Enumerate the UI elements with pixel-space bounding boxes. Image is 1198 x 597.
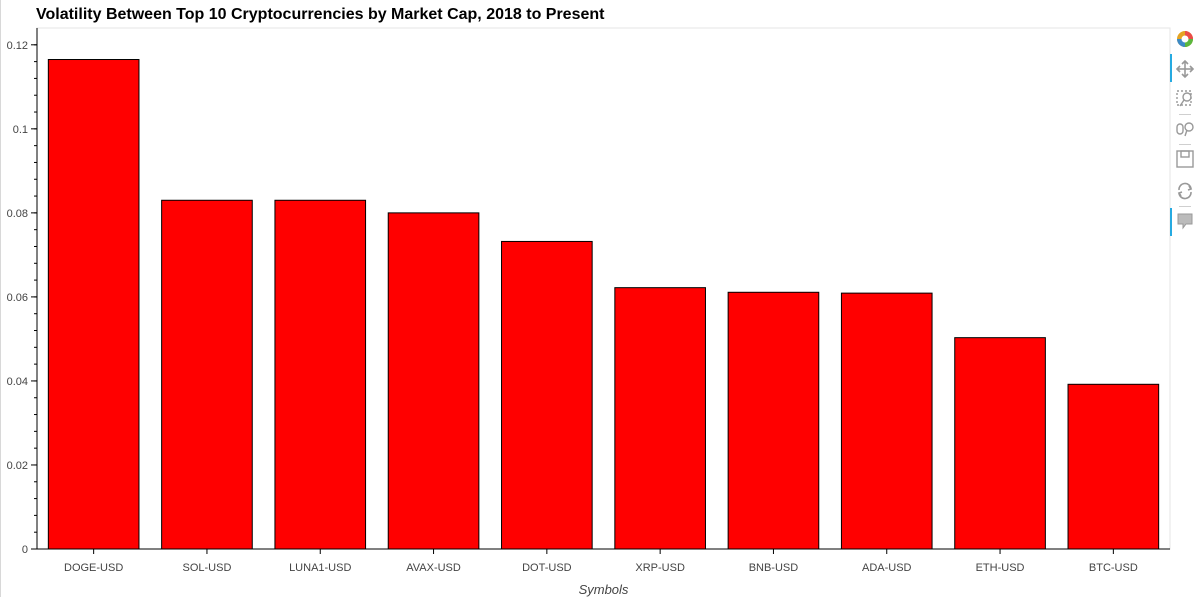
x-tick-label: DOT-USD	[522, 562, 572, 574]
pan-icon[interactable]	[1174, 58, 1196, 80]
reset-icon[interactable]	[1174, 180, 1196, 202]
bokeh-logo-icon[interactable]	[1174, 28, 1196, 50]
bar	[274, 199, 367, 550]
y-tick-label: 0.08	[7, 208, 28, 220]
x-tick-label: AVAX-USD	[406, 562, 461, 574]
hover-icon[interactable]	[1174, 210, 1196, 232]
bar	[387, 212, 480, 550]
toolbar-separator	[1179, 206, 1191, 207]
y-tick-label: 0	[22, 544, 28, 556]
x-tick-label: BTC-USD	[1089, 562, 1138, 574]
x-tick-label: SOL-USD	[182, 562, 231, 574]
pan-active-indicator	[1170, 54, 1172, 82]
box-zoom-icon[interactable]	[1174, 88, 1196, 110]
x-tick-label: DOGE-USD	[64, 562, 123, 574]
bar	[840, 292, 933, 550]
bar	[614, 287, 706, 550]
toolbar-separator	[1179, 114, 1191, 115]
save-icon[interactable]	[1174, 148, 1196, 170]
bar	[954, 337, 1046, 550]
bar	[1067, 383, 1160, 550]
x-axis-title: Symbols	[579, 582, 629, 597]
hover-active-indicator	[1170, 208, 1172, 236]
chart-title: Volatility Between Top 10 Cryptocurrenci…	[36, 6, 605, 23]
left-border	[0, 0, 1, 597]
y-tick-label: 0.1	[13, 124, 28, 136]
y-tick-label: 0.12	[7, 40, 28, 52]
x-tick-label: LUNA1-USD	[289, 562, 351, 574]
toolbar-separator	[1179, 144, 1191, 145]
wheel-zoom-icon[interactable]	[1174, 118, 1196, 140]
bar	[47, 59, 140, 550]
x-tick-label: XRP-USD	[635, 562, 685, 574]
chart-toolbar	[1170, 28, 1198, 248]
bar	[727, 291, 820, 550]
bar	[161, 199, 253, 550]
x-tick-label: BNB-USD	[749, 562, 799, 574]
y-tick-label: 0.02	[7, 460, 28, 472]
y-tick-label: 0.06	[7, 292, 28, 304]
y-tick-label: 0.04	[7, 376, 28, 388]
bar	[501, 240, 593, 550]
x-tick-label: ADA-USD	[862, 562, 912, 574]
x-tick-label: ETH-USD	[976, 562, 1025, 574]
